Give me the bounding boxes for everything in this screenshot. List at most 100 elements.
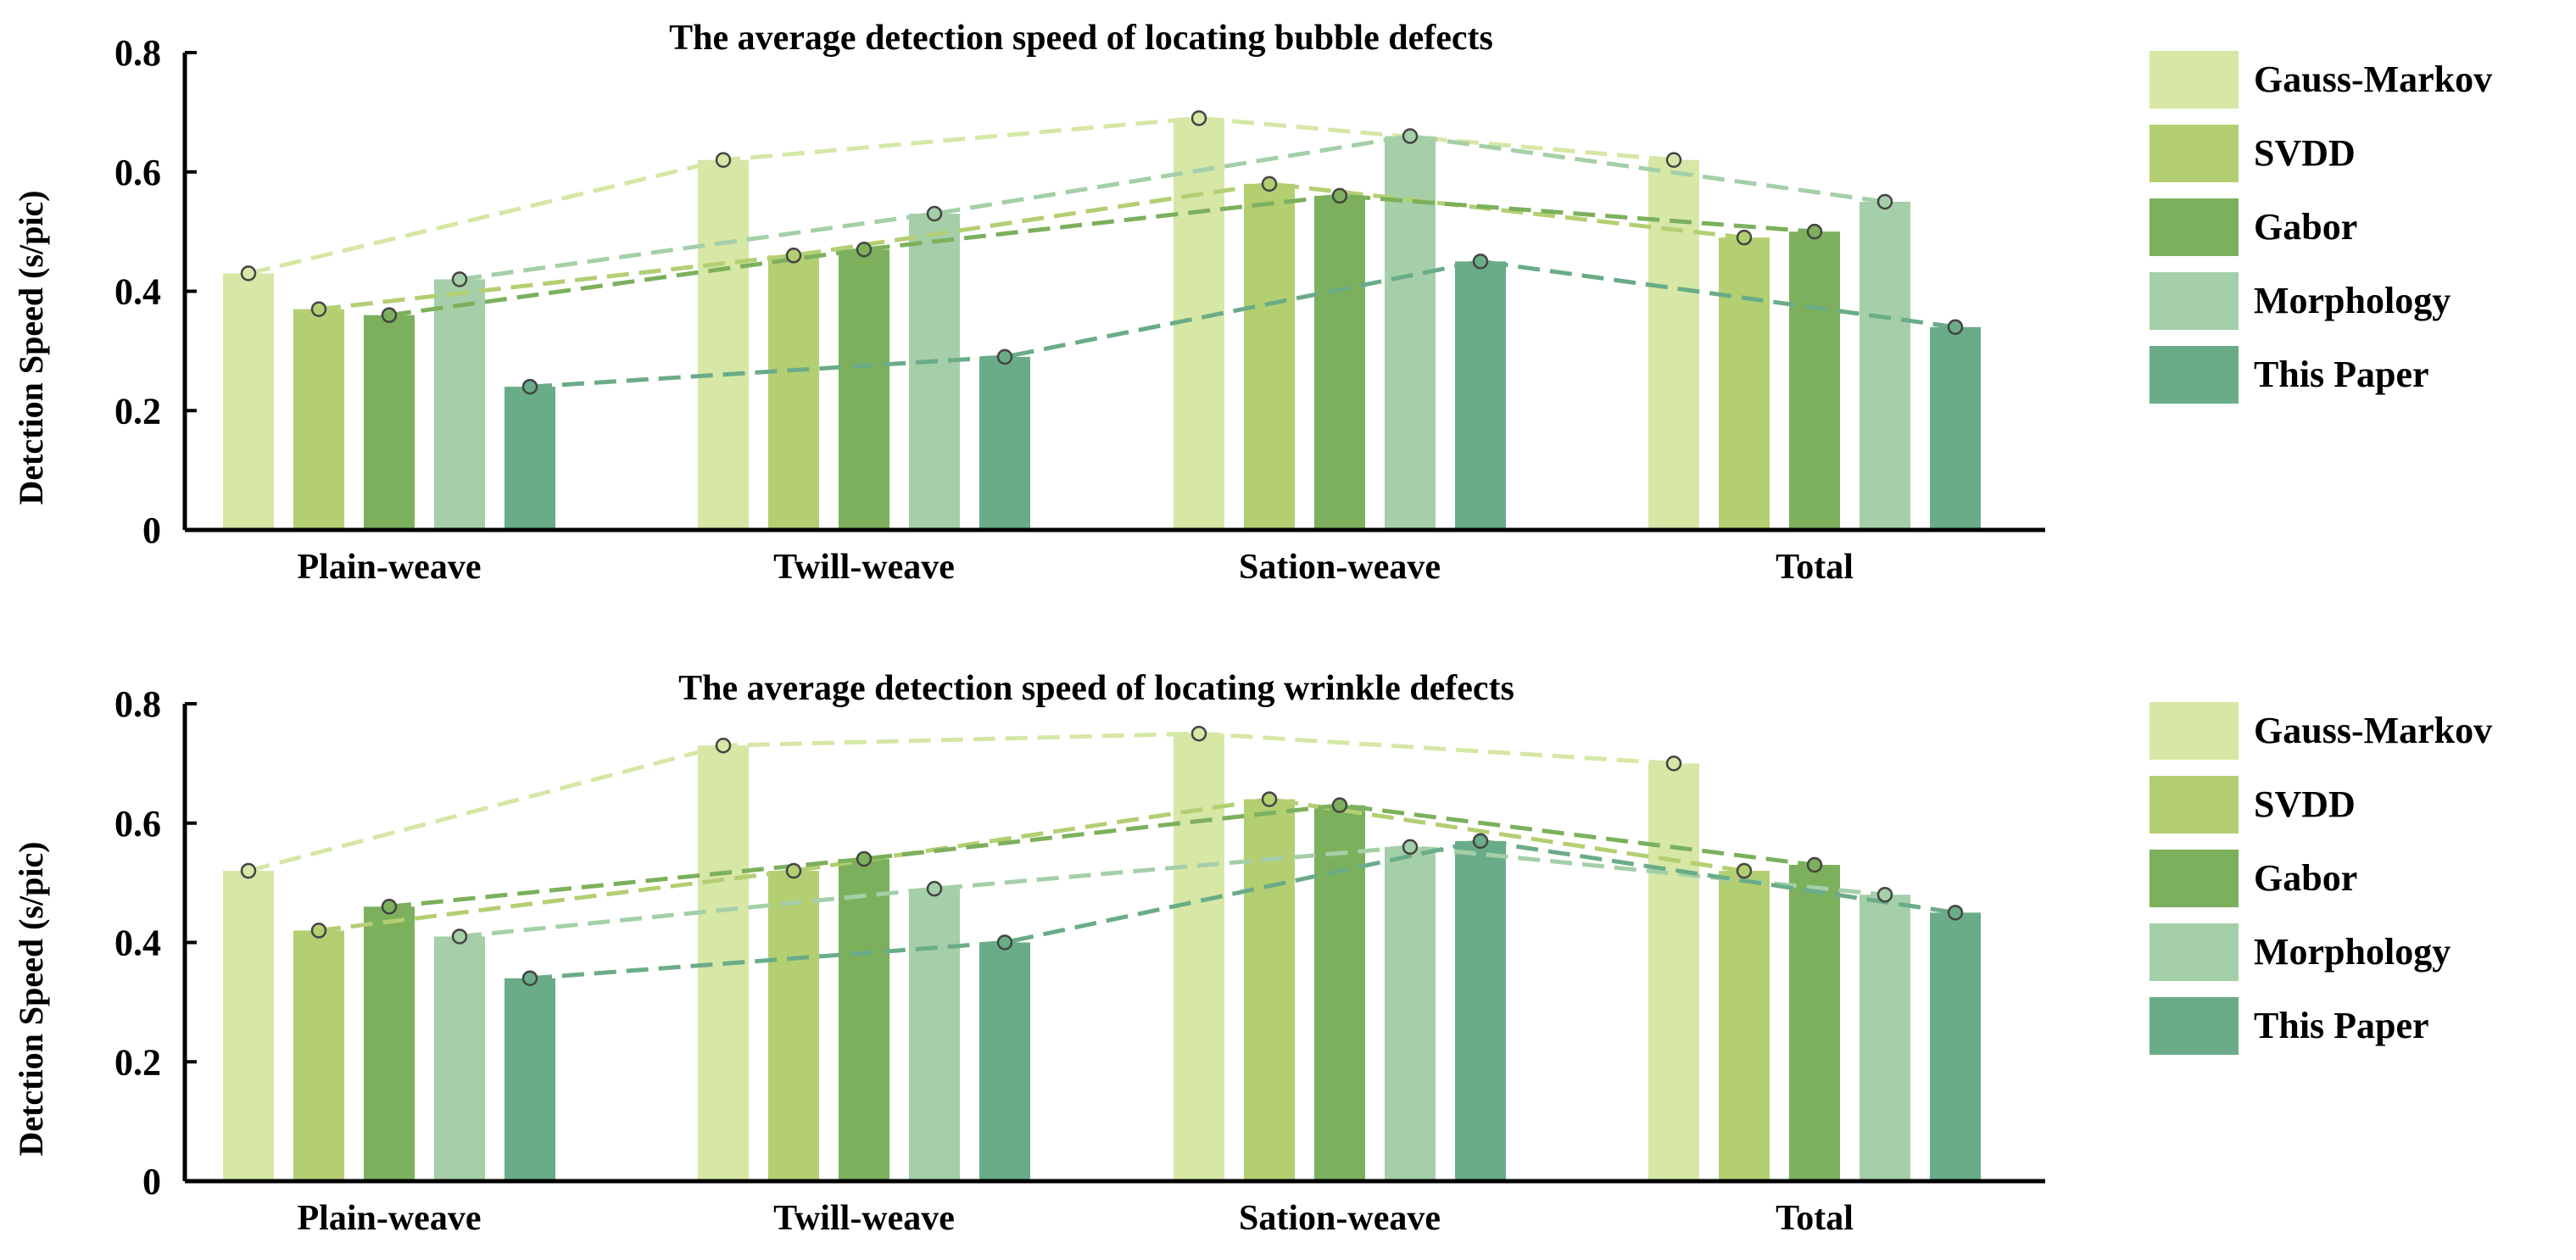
data-point-marker [1331,797,1348,813]
legend-swatch [2149,702,2239,760]
y-tick-label: 0.2 [114,1041,161,1083]
data-point-marker [451,928,468,945]
y-axis-label: Detction Speed (s/pic) [12,190,50,505]
x-tick-label: Sation-weave [1239,548,1441,587]
x-tick-label: Plain-weave [298,1199,482,1238]
y-tick-label: 0 [142,1161,161,1202]
data-point-marker [926,205,943,222]
bar [1860,201,1910,530]
data-point-marker [1876,886,1893,903]
legend: Gauss-Markov SVDD Gabor Morphology This … [2149,51,2492,404]
series-line [459,133,1886,282]
data-point-marker [381,307,398,323]
series-line [529,259,1956,389]
x-tick-label: Total [1776,1199,1854,1238]
bar [1789,865,1840,1181]
x-tick-label: Twill-weave [773,548,955,587]
data-point-marker [1190,110,1207,126]
data-point-marker [1402,128,1419,144]
bar [1174,118,1224,530]
bar [839,249,889,530]
series-line [248,731,1675,873]
data-point-marker [1261,176,1278,192]
x-tick-label: Sation-weave [1239,1199,1441,1238]
y-tick-label: 0 [142,510,161,551]
legend-swatch [2149,272,2239,330]
chart-title: The average detection speed of locating … [678,669,1514,708]
legend-label: Morphology [2254,280,2451,321]
data-point-marker [1736,862,1753,879]
series-line [318,797,1745,933]
data-point-marker [1190,725,1207,742]
x-tick-label: Plain-weave [298,548,482,587]
bar [979,942,1030,1181]
legend-swatch [2149,125,2239,182]
data-point-marker [1665,755,1682,772]
y-tick-label: 0.8 [114,683,161,725]
legend-label: Morphology [2254,931,2451,973]
legend-label: This Paper [2254,354,2429,395]
legend-swatch [2149,997,2239,1055]
bar [293,309,344,530]
data-point-marker [451,271,468,287]
y-tick-label: 0.6 [114,803,161,845]
bar [698,159,749,531]
bar [1648,159,1699,531]
y-tick-label: 0.4 [114,271,161,313]
bar [1244,183,1295,530]
bar [293,930,344,1181]
bar [768,255,819,530]
data-point-marker [240,265,257,282]
data-point-marker [785,248,802,264]
series-line [459,845,1886,939]
data-point-marker [1806,223,1823,240]
bar [434,936,485,1181]
bar [1789,231,1840,530]
data-point-marker [1947,319,1964,335]
bar [1385,136,1436,530]
legend-swatch [2149,776,2239,833]
y-ticks [185,51,197,532]
data-point-marker [996,348,1013,365]
x-tick-label: Twill-weave [773,1199,955,1238]
bar [1719,871,1770,1181]
y-tick-label: 0.8 [114,32,161,74]
bar [364,906,415,1181]
series-line [318,181,1745,312]
data-point-marker [310,301,327,317]
wrinkle-defects-chart: The average detection speed of locating … [12,669,2492,1238]
data-point-marker [1331,187,1348,204]
series-line [388,803,1815,909]
bar [1244,799,1295,1181]
legend-label: Gauss-Markov [2254,59,2492,100]
bar [909,214,960,530]
y-tick-label: 0.6 [114,152,161,193]
data-point-marker [1402,839,1419,856]
legend-label: SVDD [2254,132,2356,174]
data-point-marker [521,970,538,986]
data-point-marker [715,152,732,168]
legend-label: This Paper [2254,1005,2429,1046]
bar [1174,733,1224,1181]
bar [909,889,960,1181]
bar [434,279,485,530]
bar [1648,763,1699,1181]
legend-swatch [2149,51,2239,109]
bar [223,273,274,530]
bar [505,978,555,1181]
y-tick-label: 0.4 [114,923,161,964]
y-axis-label: Detction Speed (s/pic) [12,841,50,1156]
y-ticks [185,702,197,1183]
bar [1719,237,1770,530]
bar [1930,912,1981,1181]
data-point-marker [996,934,1013,951]
legend-swatch [2149,346,2239,404]
data-point-marker [310,923,327,939]
bar [505,387,555,530]
data-point-marker [1472,833,1489,850]
x-tick-label: Total [1776,548,1854,587]
data-point-marker [715,738,732,754]
data-point-marker [1876,193,1893,210]
chart-marks [223,725,1981,1181]
